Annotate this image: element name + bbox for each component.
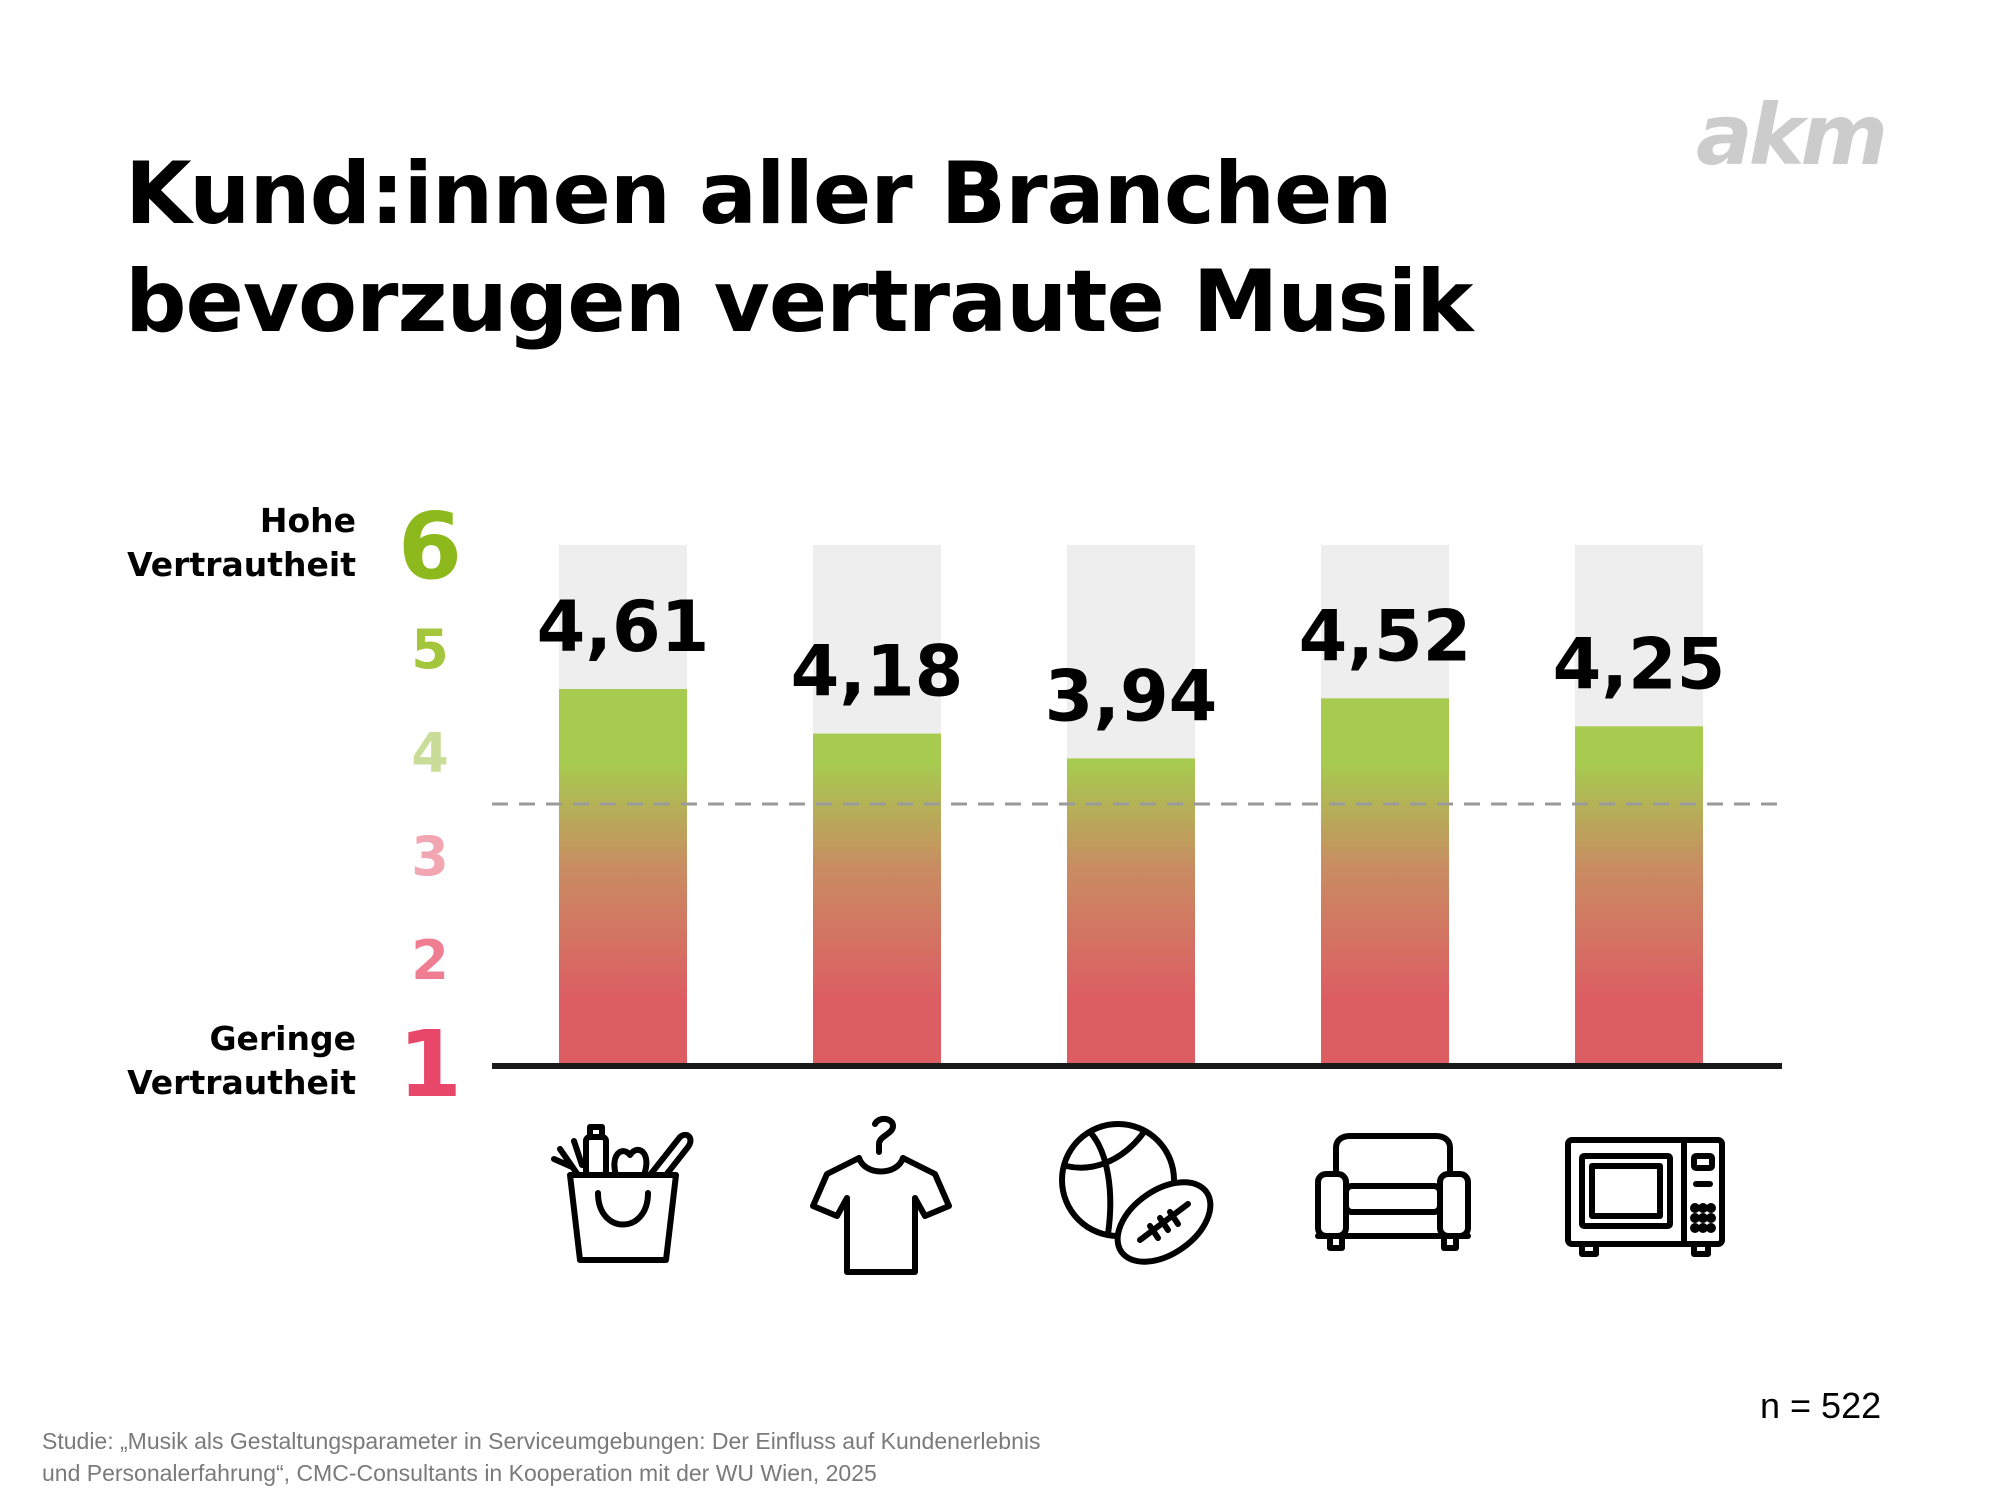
y-tick-2: 2 bbox=[411, 929, 449, 992]
furniture-icon bbox=[1315, 1133, 1471, 1251]
y-tick-6: 6 bbox=[398, 493, 462, 600]
y-tick-3: 3 bbox=[411, 825, 449, 888]
y-low-label-line-2: Vertrautheit bbox=[127, 1063, 356, 1102]
title-line-1: Kund:innen aller Branchen bbox=[125, 144, 1393, 244]
value-label-2: 4,18 bbox=[791, 631, 964, 713]
value-labels: 4,61 4,18 3,94 4,52 4,25 bbox=[537, 586, 1726, 737]
bar-2 bbox=[813, 733, 941, 1063]
source-line-2: und Personalerfahrung“, CMC-Consultants … bbox=[42, 1460, 877, 1486]
sample-size-label: n = 522 bbox=[1760, 1385, 1882, 1426]
y-high-label-line-2: Vertrautheit bbox=[127, 545, 356, 584]
source-note: Studie: „Musik als Gestaltungsparameter … bbox=[42, 1425, 1242, 1489]
bar-5 bbox=[1575, 726, 1703, 1063]
y-low-label-line-1: Geringe bbox=[209, 1019, 356, 1058]
value-label-3: 3,94 bbox=[1045, 655, 1218, 737]
logo-text: akm bbox=[1696, 92, 1884, 182]
source-line-1: Studie: „Musik als Gestaltungsparameter … bbox=[42, 1428, 1041, 1454]
title-line-2: bevorzugen vertraute Musik bbox=[125, 252, 1473, 352]
value-label-4: 4,52 bbox=[1299, 595, 1472, 677]
bars bbox=[559, 689, 1703, 1063]
y-tick-5: 5 bbox=[411, 618, 449, 681]
bar-1 bbox=[559, 689, 687, 1063]
y-tick-1: 1 bbox=[398, 1011, 462, 1118]
bar-3 bbox=[1067, 758, 1195, 1063]
y-high-label-line-1: Hohe bbox=[260, 501, 356, 540]
sports-icon bbox=[1059, 1121, 1214, 1265]
grocery-icon bbox=[551, 1124, 694, 1263]
chart-title: Kund:innen aller Branchen bevorzugen ver… bbox=[125, 140, 1473, 356]
value-label-5: 4,25 bbox=[1553, 623, 1726, 705]
bar-4 bbox=[1321, 698, 1449, 1063]
y-tick-4: 4 bbox=[411, 722, 449, 785]
appliance-icon bbox=[1565, 1137, 1725, 1257]
y-axis-ticks: 1 2 3 4 5 6 bbox=[398, 493, 462, 1118]
akm-logo: akm bbox=[1696, 92, 1888, 182]
value-label-1: 4,61 bbox=[537, 586, 710, 668]
clothing-icon bbox=[810, 1116, 952, 1275]
